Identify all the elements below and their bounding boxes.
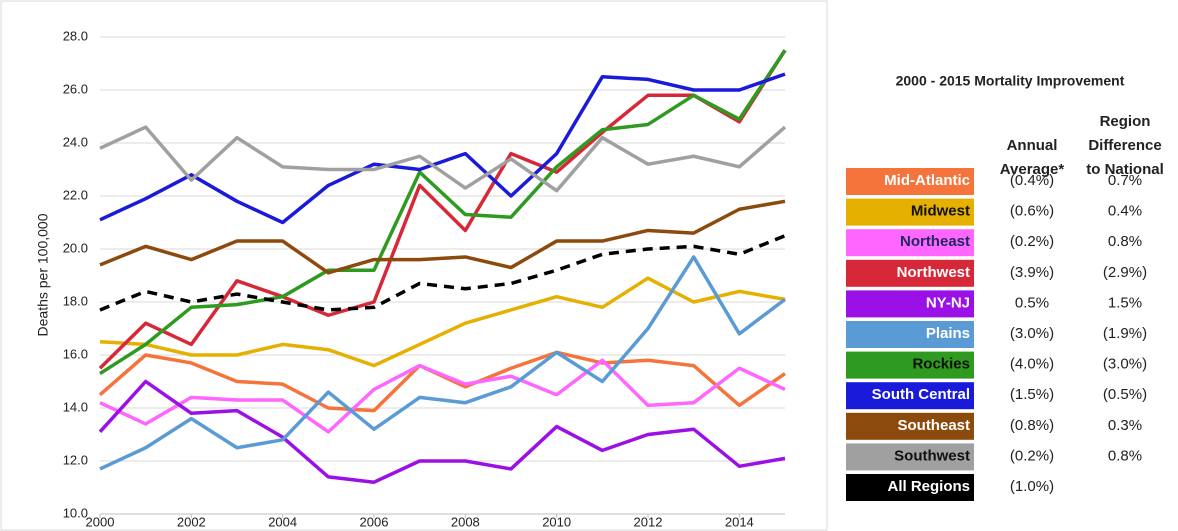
region-label: Northwest <box>897 264 970 281</box>
x-tick-label: 2012 <box>634 514 663 529</box>
difference-to-national: 0.8% <box>1108 233 1142 250</box>
region-label: Southeast <box>897 417 970 434</box>
annual-average: (4.0%) <box>1010 356 1054 373</box>
region-table: Annual Average* Region Difference to Nationa… <box>846 113 1164 501</box>
region-label: NY-NJ <box>926 294 970 311</box>
region-swatch <box>846 321 974 348</box>
y-tick-label: 26.0 <box>63 81 88 96</box>
series-line <box>99 358 786 434</box>
series-line <box>98 49 787 370</box>
y-tick-label: 12.0 <box>63 452 88 467</box>
region-swatch <box>846 168 974 195</box>
region-swatch <box>846 412 974 440</box>
annual-average: (0.6%) <box>1010 203 1054 220</box>
region-label: All Regions <box>887 478 970 495</box>
y-axis-label: Deaths per 100,000 <box>35 213 51 336</box>
x-tick-label: 2006 <box>360 514 389 529</box>
region-swatch <box>846 382 974 410</box>
x-tick-label: 2010 <box>542 514 571 529</box>
y-tick-label: 16.0 <box>63 346 88 361</box>
region-swatch <box>846 443 974 471</box>
column-header: Annual <box>1007 137 1058 154</box>
difference-to-national: 1.5% <box>1108 294 1142 311</box>
difference-to-national: 0.7% <box>1108 172 1142 189</box>
annual-average: (1.5%) <box>1010 386 1054 403</box>
region-label: Plains <box>926 325 970 342</box>
region-swatch <box>846 229 974 257</box>
difference-to-national: 0.3% <box>1108 417 1142 434</box>
series-line <box>99 255 787 471</box>
annual-average: 0.5% <box>1015 294 1049 311</box>
series-line <box>99 199 786 275</box>
annual-average: (0.8%) <box>1010 417 1054 434</box>
x-tick-label: 2008 <box>451 514 480 529</box>
y-tick-label: 22.0 <box>63 187 88 202</box>
x-tick-label: 2004 <box>268 514 297 529</box>
annual-average: (1.0%) <box>1010 478 1054 495</box>
difference-to-national: (0.5%) <box>1103 386 1147 403</box>
y-tick-label: 14.0 <box>63 399 88 414</box>
difference-to-national: (3.0%) <box>1103 356 1147 373</box>
y-tick-label: 24.0 <box>63 134 88 149</box>
series-line <box>98 379 786 484</box>
difference-to-national: 0.4% <box>1108 203 1142 220</box>
y-tick-label: 20.0 <box>63 240 88 255</box>
x-tick-label: 2000 <box>86 514 115 529</box>
table-title: 2000 - 2015 Mortality Improvement <box>896 73 1125 89</box>
series-line <box>99 276 786 368</box>
region-swatch <box>846 259 974 287</box>
region-label: Mid-Atlantic <box>884 172 970 189</box>
x-tick-label: 2002 <box>177 514 206 529</box>
series-line <box>99 125 787 193</box>
region-swatch <box>846 351 974 379</box>
series-line <box>99 49 787 376</box>
series-line <box>99 234 786 312</box>
y-tick-label: 10.0 <box>63 505 88 520</box>
annual-average: (0.2%) <box>1010 447 1054 464</box>
region-label: Midwest <box>911 203 970 220</box>
region-label: Rockies <box>912 356 970 373</box>
column-header: Average* <box>1000 161 1065 178</box>
annual-average: (0.2%) <box>1010 233 1054 250</box>
x-tick-label: 2014 <box>725 514 754 529</box>
region-label: South Central <box>872 386 970 403</box>
region-label: Northeast <box>900 233 970 250</box>
y-tick-label: 18.0 <box>63 293 88 308</box>
difference-to-national: (1.9%) <box>1103 325 1147 342</box>
difference-to-national: (2.9%) <box>1103 264 1147 281</box>
series-line <box>99 72 786 225</box>
annual-average: (0.4%) <box>1010 172 1054 189</box>
column-header: to National <box>1086 161 1164 178</box>
column-header: Difference <box>1088 137 1161 154</box>
chart-frame <box>0 0 828 531</box>
annual-average: (3.9%) <box>1010 264 1054 281</box>
region-swatch <box>846 198 974 226</box>
region-swatch <box>846 474 974 501</box>
y-tick-label: 28.0 <box>63 28 88 43</box>
annual-average: (3.0%) <box>1010 325 1054 342</box>
difference-to-national: 0.8% <box>1108 447 1142 464</box>
column-header: Region <box>1100 113 1151 130</box>
region-label: Southwest <box>894 447 970 464</box>
region-swatch <box>846 290 974 318</box>
